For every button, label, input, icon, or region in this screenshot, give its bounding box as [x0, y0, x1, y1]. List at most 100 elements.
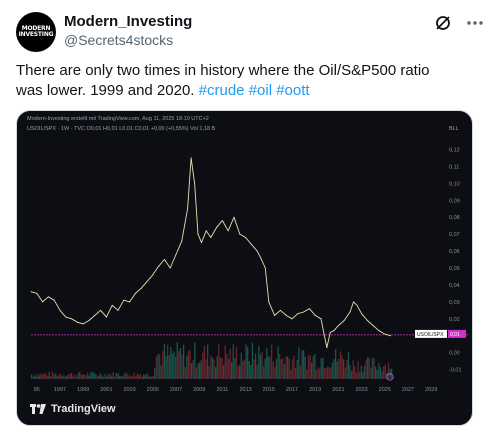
volume-bar — [42, 374, 44, 379]
avatar[interactable]: MODERN INVESTING — [16, 12, 56, 52]
symbol-label-box — [415, 329, 447, 338]
last-value-label: 0,01 — [450, 332, 460, 338]
volume-bar — [322, 357, 324, 379]
y-tick-label: 0,05 — [449, 266, 460, 272]
volume-bar — [184, 367, 186, 379]
data-point — [349, 311, 351, 313]
y-tick-label: 0,11 — [449, 164, 459, 170]
grok-icon[interactable] — [434, 14, 452, 32]
volume-bar — [277, 346, 279, 379]
volume-bar — [111, 376, 113, 379]
data-point — [42, 301, 44, 303]
volume-bar — [383, 366, 385, 379]
volume-bar — [312, 355, 314, 379]
volume-bar — [189, 350, 191, 379]
volume-bar — [186, 355, 188, 379]
volume-bar — [50, 376, 52, 379]
volume-bar — [272, 361, 274, 379]
volume-bar — [74, 374, 76, 379]
data-point — [65, 316, 67, 318]
volume-bar — [261, 352, 263, 379]
volume-bar — [176, 342, 178, 379]
x-tick-label: 2021 — [332, 387, 344, 393]
author-handle[interactable]: @Secrets4stocks — [64, 32, 174, 48]
volume-bar — [344, 367, 346, 379]
volume-bar — [328, 367, 330, 379]
x-tick-label: 1997 — [54, 387, 66, 393]
volume-bar — [333, 359, 335, 379]
volume-bar — [229, 348, 231, 379]
volume-bar — [335, 349, 337, 379]
volume-bar — [147, 375, 150, 379]
volume-bar — [216, 356, 218, 379]
author-name[interactable]: Modern_Investing — [64, 13, 193, 30]
data-point — [158, 265, 160, 267]
volume-bar — [213, 359, 215, 379]
data-point — [140, 287, 142, 289]
data-point — [100, 309, 102, 311]
volume-bar — [58, 374, 60, 379]
data-point — [111, 304, 113, 306]
volume-bar — [346, 360, 348, 379]
data-point — [47, 296, 49, 298]
volume-bar — [215, 366, 217, 379]
volume-bar — [375, 366, 377, 379]
hashtag-oott[interactable]: #oott — [276, 82, 310, 99]
volume-bar — [85, 375, 87, 379]
volume-bar — [205, 359, 207, 379]
volume-bar — [115, 373, 118, 379]
volume-bar — [95, 373, 97, 379]
volume-bar — [67, 374, 70, 379]
y-tick-label: 0,07 — [449, 232, 460, 238]
chart-image[interactable]: Modern-Investing erstellt mit TradingVie… — [16, 110, 473, 426]
data-point — [187, 208, 189, 210]
volume-bar — [285, 356, 287, 379]
data-point — [384, 333, 386, 335]
volume-bar — [239, 364, 241, 379]
volume-bar — [87, 372, 89, 379]
volume-bar — [133, 372, 135, 379]
y-tick-label: 0,02 — [449, 317, 460, 323]
volume-bar — [263, 366, 265, 379]
volume-bar — [275, 359, 278, 379]
chart-currency: BLL — [449, 126, 459, 132]
volume-bar — [301, 350, 303, 379]
data-point — [169, 267, 171, 269]
y-tick-label: 0,09 — [449, 198, 460, 204]
x-tick-label: 2007 — [170, 387, 182, 393]
volume-bar — [267, 356, 270, 379]
event-marker-icon — [386, 373, 394, 381]
volume-bar — [64, 376, 66, 379]
volume-bar — [187, 350, 190, 379]
data-point — [239, 233, 241, 235]
volume-bar — [163, 344, 166, 379]
hashtag-oil[interactable]: #oil — [248, 82, 273, 99]
volume-bar — [359, 372, 361, 379]
volume-bar — [114, 376, 116, 379]
volume-bar — [376, 369, 378, 379]
data-point — [326, 347, 328, 349]
volume-bar — [330, 367, 332, 379]
more-options-icon[interactable] — [466, 14, 484, 32]
volume-bar — [351, 371, 353, 379]
volume-bar — [127, 374, 129, 379]
tweet-actions-top — [434, 14, 484, 32]
volume-bar — [274, 367, 276, 379]
volume-bar — [152, 375, 154, 379]
volume-bar — [200, 360, 202, 379]
volume-bar — [207, 344, 209, 379]
data-point — [314, 314, 316, 316]
hashtag-crude[interactable]: #crude — [198, 82, 245, 99]
volume-bar — [128, 375, 130, 379]
volume-bar — [339, 351, 342, 379]
volume-bar — [135, 376, 137, 379]
volume-bar — [146, 373, 148, 379]
tweet-text: There are only two times in history wher… — [16, 61, 456, 101]
data-point — [256, 250, 258, 252]
data-point — [71, 318, 73, 320]
x-tick-label: 95 — [34, 387, 40, 393]
x-tick-label: 2003 — [123, 387, 135, 393]
x-tick-label: 2005 — [147, 387, 159, 393]
volume-bar — [178, 350, 180, 379]
data-point — [366, 320, 368, 322]
